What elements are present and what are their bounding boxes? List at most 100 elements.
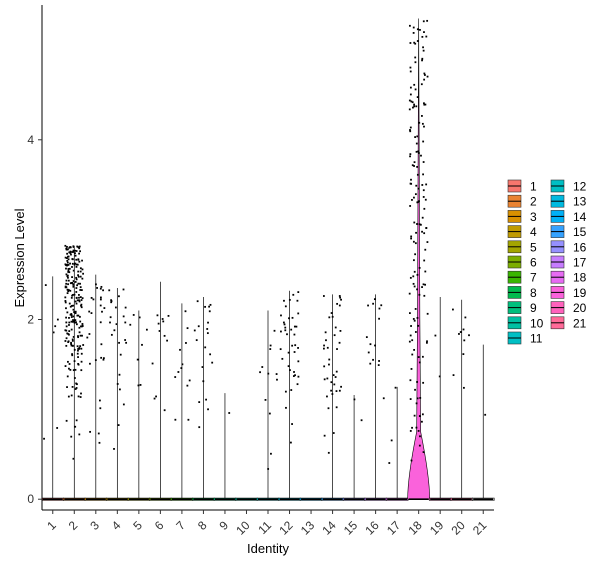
point: [421, 286, 423, 288]
x-tick-label: 18: [405, 518, 425, 538]
point: [413, 105, 416, 108]
point: [426, 341, 428, 344]
point: [416, 201, 419, 204]
point: [423, 259, 426, 262]
x-tick-label: 3: [87, 518, 102, 533]
point: [340, 298, 342, 301]
point: [416, 135, 419, 138]
point: [288, 317, 290, 320]
points-6: [151, 314, 170, 412]
x-tick-label: 19: [427, 518, 447, 538]
point: [88, 310, 91, 313]
point: [129, 323, 132, 326]
points-15: [353, 398, 363, 422]
point: [74, 262, 77, 265]
point: [415, 105, 418, 108]
point: [66, 332, 69, 335]
point: [419, 415, 421, 418]
point: [109, 316, 112, 319]
point: [390, 439, 393, 442]
point: [421, 57, 424, 60]
point: [279, 348, 282, 351]
legend-label-4: 4: [530, 225, 537, 239]
point: [72, 269, 75, 272]
point: [409, 312, 411, 315]
point: [326, 377, 329, 380]
point: [410, 237, 413, 240]
point: [415, 184, 418, 187]
point: [64, 286, 67, 289]
point: [71, 262, 74, 265]
point: [71, 304, 73, 307]
point: [426, 312, 429, 315]
point: [72, 336, 75, 338]
point: [119, 353, 122, 356]
x-tick-label: 16: [362, 518, 382, 538]
point: [113, 329, 116, 332]
point: [74, 319, 77, 321]
point: [411, 199, 413, 201]
point: [86, 336, 89, 339]
point: [139, 384, 142, 386]
point: [100, 356, 103, 359]
point: [68, 330, 71, 332]
point: [76, 263, 79, 266]
point: [421, 355, 424, 358]
point: [415, 231, 417, 234]
point: [70, 341, 72, 344]
violin-18: [407, 18, 430, 500]
point: [426, 340, 428, 343]
point: [410, 178, 412, 181]
point: [297, 360, 300, 363]
point: [408, 99, 411, 102]
point: [78, 247, 81, 250]
point: [416, 288, 418, 291]
point: [417, 356, 420, 358]
point: [68, 321, 71, 324]
point: [289, 369, 291, 371]
point: [56, 427, 59, 429]
point: [335, 390, 338, 392]
point: [409, 205, 412, 207]
x-tick-label: 6: [152, 518, 167, 533]
point: [44, 284, 47, 286]
legend-label-5: 5: [530, 240, 537, 254]
x-tick-label: 10: [233, 518, 253, 538]
point: [185, 342, 187, 344]
point: [484, 413, 487, 416]
point: [419, 28, 421, 31]
point: [177, 371, 180, 373]
point: [67, 395, 70, 398]
point: [66, 275, 69, 278]
point: [66, 288, 69, 291]
point: [163, 334, 166, 337]
point: [81, 297, 84, 300]
point: [327, 407, 330, 410]
point: [68, 316, 70, 319]
legend-label-12: 12: [573, 180, 587, 194]
point: [74, 252, 76, 255]
point: [69, 262, 71, 265]
point: [330, 389, 333, 392]
point: [414, 136, 417, 138]
point: [421, 122, 424, 125]
point: [73, 321, 76, 324]
point: [71, 339, 74, 342]
point: [209, 353, 212, 356]
x-tick-label: 15: [341, 518, 361, 538]
legend-label-9: 9: [530, 301, 537, 315]
point: [336, 302, 339, 305]
point: [72, 251, 75, 253]
legend-label-3: 3: [530, 210, 537, 224]
point: [335, 406, 338, 409]
point: [297, 347, 299, 349]
point: [65, 337, 68, 340]
point: [81, 259, 83, 262]
point: [76, 314, 79, 317]
point: [410, 459, 413, 462]
x-tick-label: 11: [255, 518, 274, 537]
point: [68, 302, 71, 305]
point: [79, 275, 82, 278]
point: [71, 338, 74, 341]
